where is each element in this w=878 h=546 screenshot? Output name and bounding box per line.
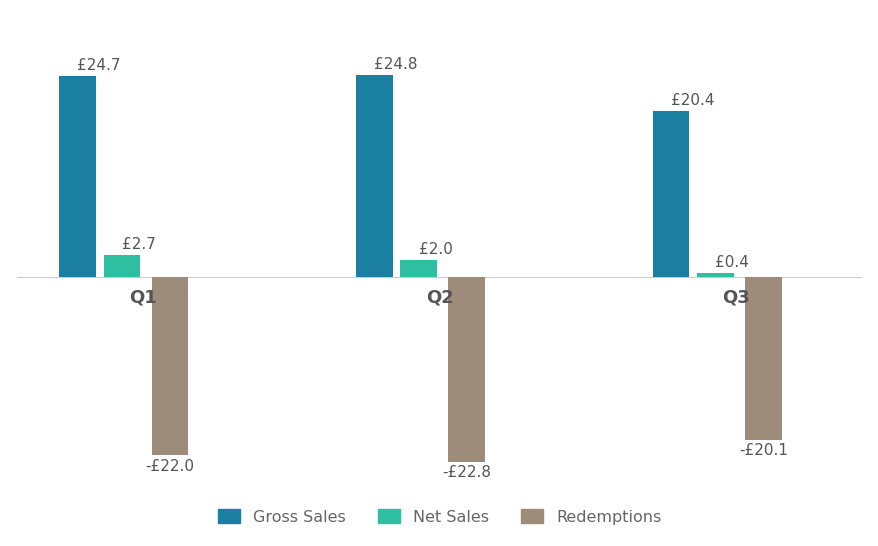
Text: Q2: Q2: [425, 289, 453, 307]
Text: Q1: Q1: [129, 289, 156, 307]
Text: £20.4: £20.4: [670, 93, 714, 108]
Text: -£22.0: -£22.0: [146, 459, 194, 474]
Bar: [651, 111, 688, 277]
Text: £2.7: £2.7: [122, 236, 155, 252]
Legend: Gross Sales, Net Sales, Redemptions: Gross Sales, Net Sales, Redemptions: [210, 501, 668, 533]
Bar: [399, 260, 436, 277]
Bar: [356, 75, 392, 277]
Text: -£20.1: -£20.1: [738, 443, 788, 458]
Text: -£22.8: -£22.8: [442, 465, 491, 480]
Bar: [448, 277, 485, 462]
Text: £24.7: £24.7: [77, 58, 121, 73]
Bar: [104, 255, 140, 277]
Bar: [745, 277, 781, 440]
Bar: [152, 277, 188, 455]
Bar: [59, 76, 96, 277]
Text: Q3: Q3: [722, 289, 750, 307]
Text: £24.8: £24.8: [374, 57, 417, 72]
Text: £2.0: £2.0: [418, 242, 452, 257]
Text: £0.4: £0.4: [715, 255, 748, 270]
Bar: [696, 274, 733, 277]
